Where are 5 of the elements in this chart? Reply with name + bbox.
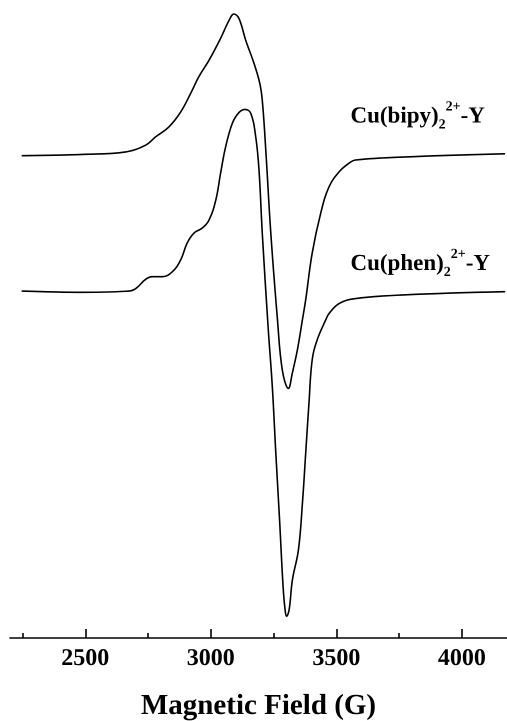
x-tick-label: 3000 xyxy=(186,645,235,671)
x-tick-label: 4000 xyxy=(438,645,486,671)
x-axis-title: Magnetic Field (G) xyxy=(140,689,376,721)
x-tick-label: 3500 xyxy=(312,645,360,671)
x-tick-label: 2500 xyxy=(61,645,110,671)
